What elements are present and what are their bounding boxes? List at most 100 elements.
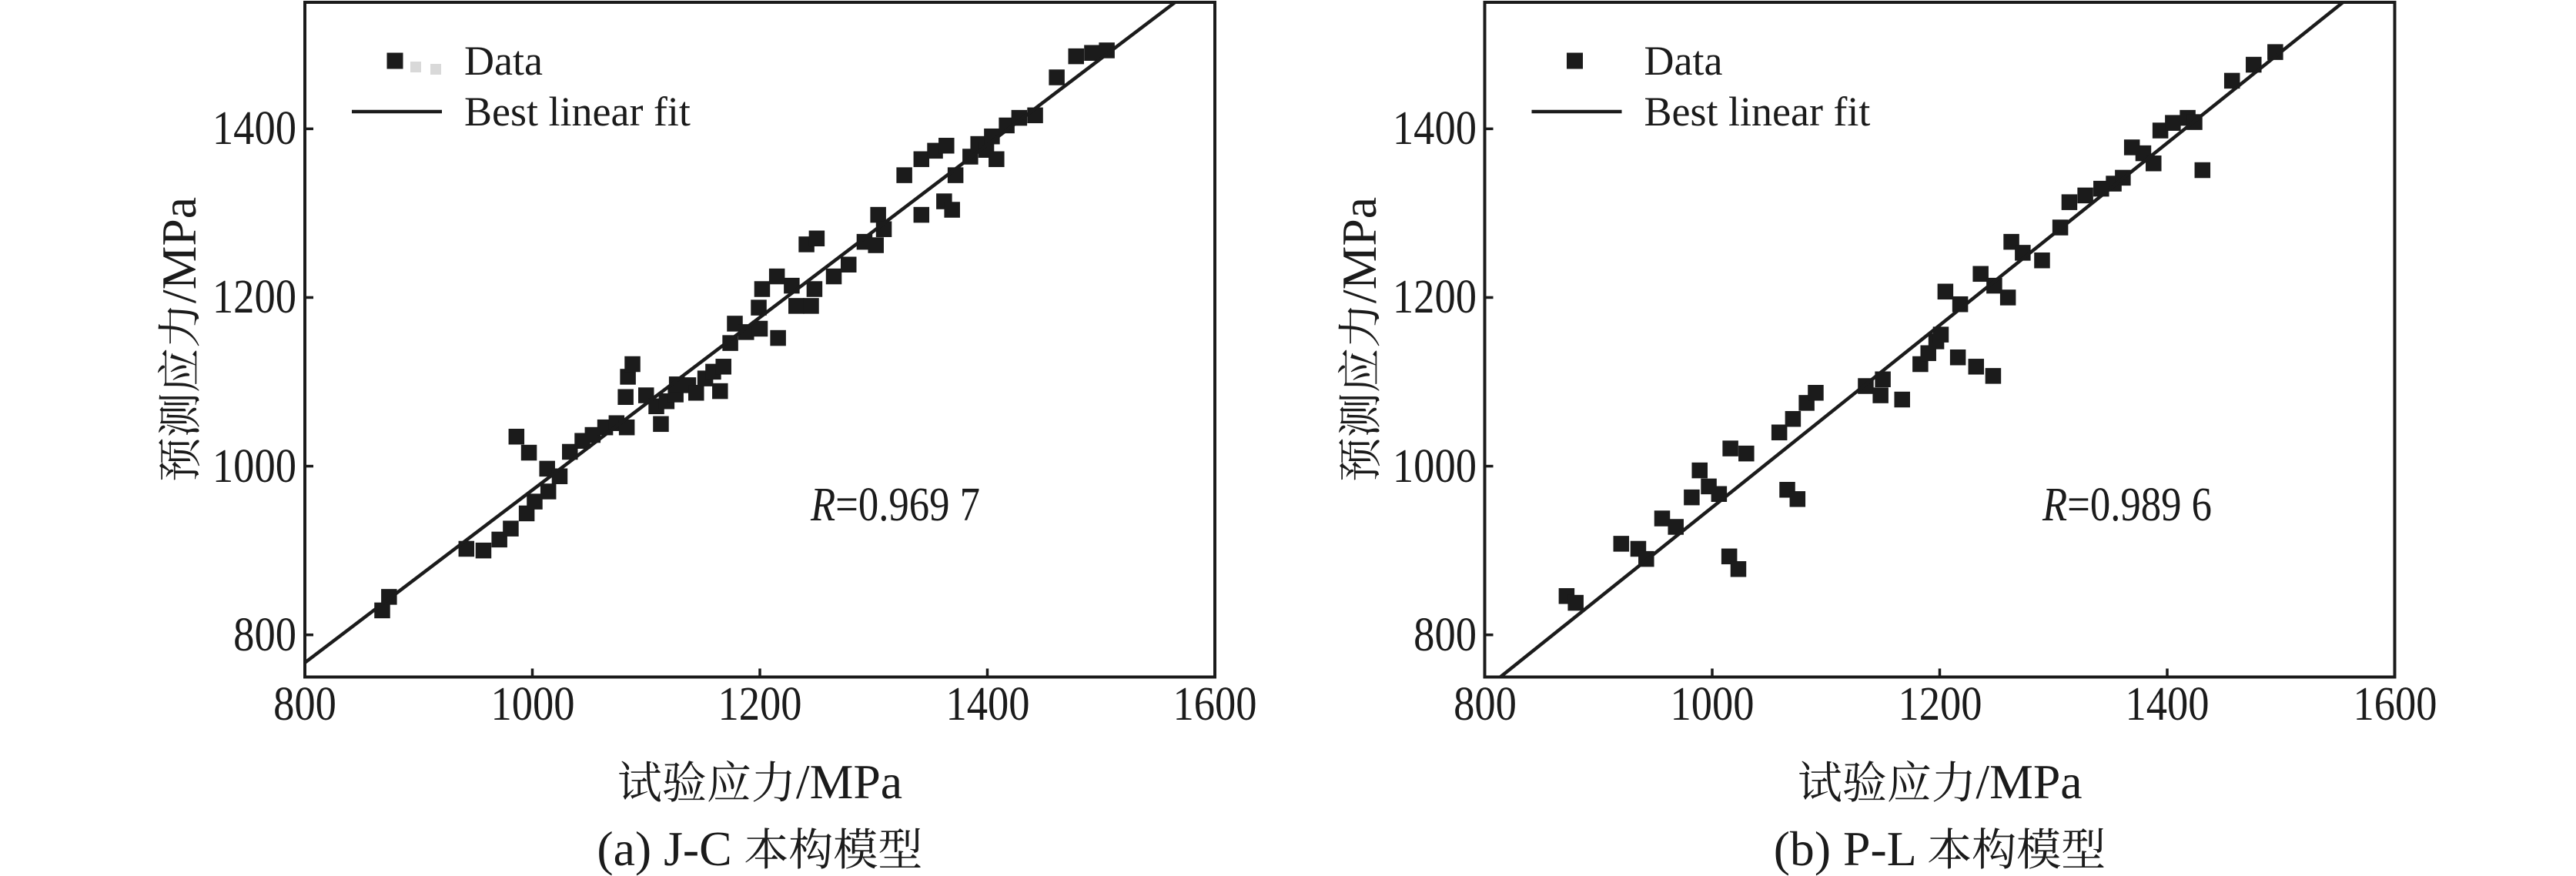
data-point: [2267, 44, 2283, 60]
data-point: [896, 167, 912, 183]
legend-marker-square: [386, 52, 403, 69]
cjk-glyph: [619, 761, 661, 802]
panel-caption: (a) J-C: [597, 824, 922, 875]
r-symbol: R: [2042, 479, 2068, 531]
x-axis-label: /MPa: [617, 757, 902, 808]
data-point: [989, 151, 1005, 168]
data-point: [562, 443, 578, 460]
x-tick-label: 1200: [1897, 678, 1982, 731]
data-point: [1654, 510, 1671, 527]
data-point: [2223, 72, 2240, 89]
x-tick-label: 1600: [2352, 678, 2437, 731]
data-point: [1771, 424, 1788, 441]
data-point: [999, 117, 1015, 134]
data-point: [712, 383, 728, 400]
cjk-glyph: [879, 828, 922, 868]
data-point: [624, 356, 641, 373]
y-tick-label: 1400: [1392, 102, 1477, 155]
x-tick-label: 1600: [1173, 678, 1257, 731]
y-tick-label: 1200: [212, 271, 296, 324]
y-tick-label: 1000: [1392, 440, 1477, 493]
data-point: [2034, 252, 2050, 269]
best-fit-line: [303, 1, 1176, 664]
panel-caption: (b) P-L: [1774, 824, 2106, 875]
cjk-glyph: [158, 395, 199, 436]
data-point: [751, 320, 768, 337]
cjk-glyph: [1888, 760, 1930, 802]
data-point: [584, 426, 601, 443]
data-point: [1932, 326, 1949, 343]
data-point: [2194, 162, 2211, 179]
cjk-glyph: [1337, 349, 1380, 391]
data-point: [1068, 48, 1084, 65]
cjk-glyph: [158, 308, 199, 346]
data-point: [475, 542, 492, 559]
data-point: [1099, 42, 1115, 59]
latin-text-run: /MPa: [1975, 754, 2083, 809]
x-tick-label: 1400: [945, 678, 1030, 731]
data-point: [1894, 391, 1910, 408]
data-point: [938, 138, 955, 154]
data-point: [539, 460, 555, 477]
y-tick-label: 1200: [1392, 271, 1477, 324]
data-point: [944, 202, 960, 218]
data-point: [751, 299, 767, 316]
legend-ghost-mark: [430, 64, 441, 75]
cjk-glyph: [1933, 761, 1972, 802]
latin-text-run: (b) P-L: [1773, 821, 1928, 876]
data-point: [1872, 387, 1889, 403]
y-axis-label: /MPa: [1331, 197, 1387, 482]
data-point: [1738, 445, 1755, 462]
data-point: [788, 298, 805, 314]
x-tick-label: 800: [273, 678, 336, 731]
latin-text-run: /MPa: [1331, 197, 1387, 304]
y-tick-label: 800: [233, 608, 296, 661]
data-point: [1785, 410, 1802, 427]
legend-marker-square: [1567, 52, 1583, 69]
data-point: [913, 206, 930, 223]
cjk-glyph: [790, 828, 832, 869]
data-point: [1789, 491, 1806, 507]
data-point: [1999, 289, 2016, 306]
data-point: [1952, 296, 1969, 313]
data-point: [617, 389, 634, 406]
data-point: [1668, 519, 1684, 535]
data-point: [2077, 187, 2093, 204]
data-point: [808, 230, 825, 247]
cjk-glyph: [745, 828, 788, 869]
r-symbol: R: [810, 479, 836, 531]
data-point: [806, 281, 823, 297]
data-point: [1808, 385, 1824, 401]
data-point: [722, 335, 738, 351]
axes-box: [303, 1, 1216, 679]
data-point: [1721, 548, 1738, 565]
r-value: =0.969 7: [835, 479, 981, 531]
data-point: [768, 268, 785, 285]
data-point: [520, 444, 537, 461]
legend-label-best-fit: Best linear fit: [1644, 89, 1871, 135]
data-point: [653, 416, 669, 433]
panel-b-plot: [1483, 1, 2397, 679]
data-point: [1613, 536, 1630, 552]
cjk-glyph: [1338, 308, 1380, 346]
cjk-glyph: [1338, 439, 1380, 480]
cjk-glyph: [708, 760, 750, 802]
data-point: [840, 256, 857, 272]
legend-label-data: Data: [1644, 38, 1723, 84]
data-point: [1049, 69, 1065, 85]
x-tick-label: 1400: [2125, 678, 2210, 731]
data-point: [1722, 440, 1738, 456]
data-point: [1084, 45, 1100, 61]
data-point: [688, 385, 704, 401]
data-point: [754, 281, 771, 297]
data-point: [540, 483, 557, 500]
cjk-glyph: [1929, 828, 1970, 869]
data-point: [1949, 349, 1966, 366]
latin-text-run: /MPa: [795, 754, 903, 809]
cjk-glyph: [835, 828, 878, 869]
data-point: [2061, 194, 2078, 210]
cjk-glyph: [157, 349, 199, 391]
data-point: [2152, 122, 2169, 139]
data-point: [913, 151, 930, 168]
